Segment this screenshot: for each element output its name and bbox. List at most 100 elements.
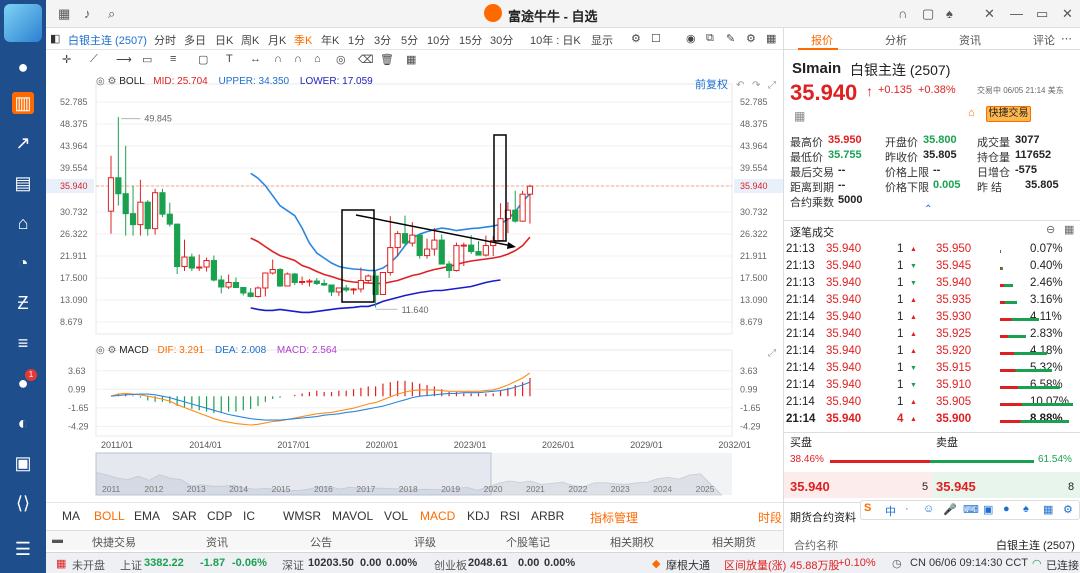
ind-macd[interactable]: MACD	[420, 509, 456, 523]
tab-quick-trade[interactable]: 快捷交易	[92, 537, 136, 549]
display-menu[interactable]: 显示	[591, 35, 613, 47]
ind-kdj[interactable]: KDJ	[467, 509, 490, 523]
ind-cdp[interactable]: CDP	[207, 509, 233, 523]
tick-row[interactable]: 21:14 35.940 1 ▲ 35.930 4.11%	[784, 310, 1080, 327]
news-icon[interactable]: ▤	[14, 173, 32, 193]
crosshair-icon[interactable]: ✛	[62, 54, 72, 66]
expand-chevron-icon[interactable]: ⌃	[924, 204, 933, 215]
sidebar-toggle-icon[interactable]: ◧	[50, 33, 61, 45]
channel-tool-icon[interactable]: ▭	[142, 54, 153, 66]
tab-rating[interactable]: 评级	[414, 537, 436, 549]
maximize-icon[interactable]: ▭	[1036, 6, 1049, 21]
ime-emoji-icon[interactable]: ☺	[923, 503, 935, 515]
close-icon[interactable]: ✕	[1062, 6, 1073, 21]
rect-tool-icon[interactable]: ▢	[198, 54, 209, 66]
tab-analysis[interactable]: 分析	[885, 35, 907, 47]
pie-chart-icon[interactable]: ◔	[17, 253, 29, 273]
period-1min[interactable]: 1分	[348, 35, 366, 47]
period-year[interactable]: 年K	[321, 35, 340, 47]
collapse-icon[interactable]: ✕	[984, 6, 995, 21]
tick-grid-icon[interactable]: ▦	[1064, 224, 1075, 236]
trend-icon[interactable]: ↗	[15, 133, 31, 153]
settings-icon-small[interactable]: ⚙	[107, 76, 117, 87]
code-icon[interactable]: ⟨⟩	[15, 493, 31, 513]
collapse-icon-bottom[interactable]: ▬	[52, 534, 63, 546]
tab-options[interactable]: 相关期权	[610, 537, 654, 549]
indicator-name[interactable]: BOLL	[119, 76, 145, 87]
ind-vol[interactable]: VOL	[384, 509, 409, 523]
search-icon[interactable]: ⌕	[108, 6, 116, 21]
period-week[interactable]: 周K	[241, 35, 260, 47]
ime-grid-icon[interactable]: ▦	[1043, 504, 1054, 516]
period-intraday[interactable]: 分时	[154, 35, 176, 47]
app-logo[interactable]	[4, 4, 42, 42]
ime-skin-icon[interactable]: ▣	[983, 504, 994, 516]
moon-icon[interactable]: ◐	[17, 413, 29, 433]
ind-ic[interactable]: IC	[243, 509, 255, 523]
shirt-icon[interactable]: ♠	[946, 6, 953, 21]
period-10min[interactable]: 10分	[427, 35, 451, 47]
tick-row[interactable]: 21:14 35.940 4 ▲ 35.900 8.88%	[784, 412, 1080, 429]
user-icon[interactable]: ●	[17, 57, 29, 77]
ipo-icon[interactable]: Ƶ	[17, 293, 29, 313]
measure-tool-icon[interactable]: ↔	[250, 53, 261, 65]
ind-wmsr[interactable]: WMSR	[283, 509, 321, 523]
grid-icon[interactable]: ▦	[766, 33, 777, 45]
symbol-label[interactable]: 白银主连 (2507)	[68, 35, 147, 47]
tick-row[interactable]: 21:14 35.940 1 ▲ 35.935 3.16%	[784, 293, 1080, 310]
eye-icon-macd[interactable]: ◎	[96, 345, 105, 356]
ind-ma[interactable]: MA	[62, 509, 80, 523]
arc-tool-icon[interactable]: ∩	[274, 53, 282, 65]
tick-row[interactable]: 21:14 35.940 1 ▲ 35.920 4.18%	[784, 344, 1080, 361]
flow-label[interactable]: 区间放量(涨)	[724, 560, 787, 572]
tick-row[interactable]: 21:14 35.940 1 ▲ 35.905 10.07%	[784, 395, 1080, 412]
ime-toolbar[interactable]: S 中 · ☺ 🎤 ⌨ ▣ ● ♠ ▦ ⚙	[860, 500, 1080, 520]
camera-icon[interactable]: ◉	[686, 33, 696, 45]
ime-mic-icon[interactable]: 🎤	[943, 504, 957, 516]
macd-name[interactable]: MACD	[119, 345, 149, 356]
ime-punct-icon[interactable]: ·	[905, 503, 909, 515]
settings-icon-macd[interactable]: ⚙	[107, 345, 117, 356]
tab-futures[interactable]: 相关期货	[712, 537, 756, 549]
line-tool-icon[interactable]: ⟋	[90, 53, 98, 65]
tick-row[interactable]: 21:13 35.940 1 ▼ 35.945 0.40%	[784, 259, 1080, 276]
ind-mavol[interactable]: MAVOL	[332, 509, 374, 523]
erase-tool-icon[interactable]: ⌫	[358, 54, 374, 66]
eye-tool-icon[interactable]: ◎	[336, 54, 346, 66]
tab-news[interactable]: 资讯	[206, 537, 228, 549]
pen-icon[interactable]: ✎	[726, 33, 736, 45]
gift-icon[interactable]: ▢	[922, 6, 935, 21]
tab-notes[interactable]: 个股笔记	[506, 537, 550, 549]
settings-icon[interactable]: ⚙	[631, 33, 641, 45]
bank-icon[interactable]: ⌂	[17, 213, 29, 233]
tab-announcements[interactable]: 公告	[310, 537, 332, 549]
period-day[interactable]: 日K	[215, 35, 234, 47]
delete-tool-icon[interactable]: 🗑	[380, 54, 394, 66]
ime-keyboard-icon[interactable]: ⌨	[963, 504, 979, 516]
indicator-manage-button[interactable]: 指标管理	[590, 511, 639, 525]
minimize-icon[interactable]: —	[1010, 6, 1023, 21]
ind-rsi[interactable]: RSI	[500, 509, 521, 523]
ime-user-icon[interactable]: ●	[1003, 503, 1010, 515]
magnet-tool-icon[interactable]: ∩	[294, 53, 302, 65]
period-multiday[interactable]: 多日	[184, 35, 206, 47]
tick-row[interactable]: 21:13 35.940 1 ▲ 35.950 0.07%	[784, 242, 1080, 259]
lock-tool-icon[interactable]: ⌂	[314, 53, 321, 65]
tick-row[interactable]: 21:14 35.940 1 ▼ 35.910 6.58%	[784, 378, 1080, 395]
bell-icon[interactable]: ♪	[84, 6, 91, 21]
tick-row[interactable]: 21:14 35.940 1 ▼ 35.915 5.32%	[784, 361, 1080, 378]
tab-right-news[interactable]: 资讯	[959, 35, 981, 47]
eye-icon[interactable]: ◎	[96, 76, 105, 87]
text-tool-icon[interactable]: T	[226, 53, 233, 65]
tick-row[interactable]: 21:14 35.940 1 ▲ 35.925 2.83%	[784, 327, 1080, 344]
kline-chart[interactable]: 52.785 52.785 48.375 48.375 43.964 43.964 39.5…	[46, 72, 783, 502]
bid-box[interactable]	[784, 472, 932, 498]
period-15min[interactable]: 15分	[459, 35, 483, 47]
ind-ema[interactable]: EMA	[134, 509, 161, 523]
ime-chinese-icon[interactable]: 中	[885, 506, 896, 518]
headset-icon[interactable]: ∩	[898, 6, 908, 21]
market-icon[interactable]: ▥	[12, 92, 34, 114]
copy-icon[interactable]: ⧉	[706, 32, 714, 44]
tick-row[interactable]: 21:13 35.940 1 ▼ 35.940 2.46%	[784, 276, 1080, 293]
ind-sar[interactable]: SAR	[172, 509, 197, 523]
